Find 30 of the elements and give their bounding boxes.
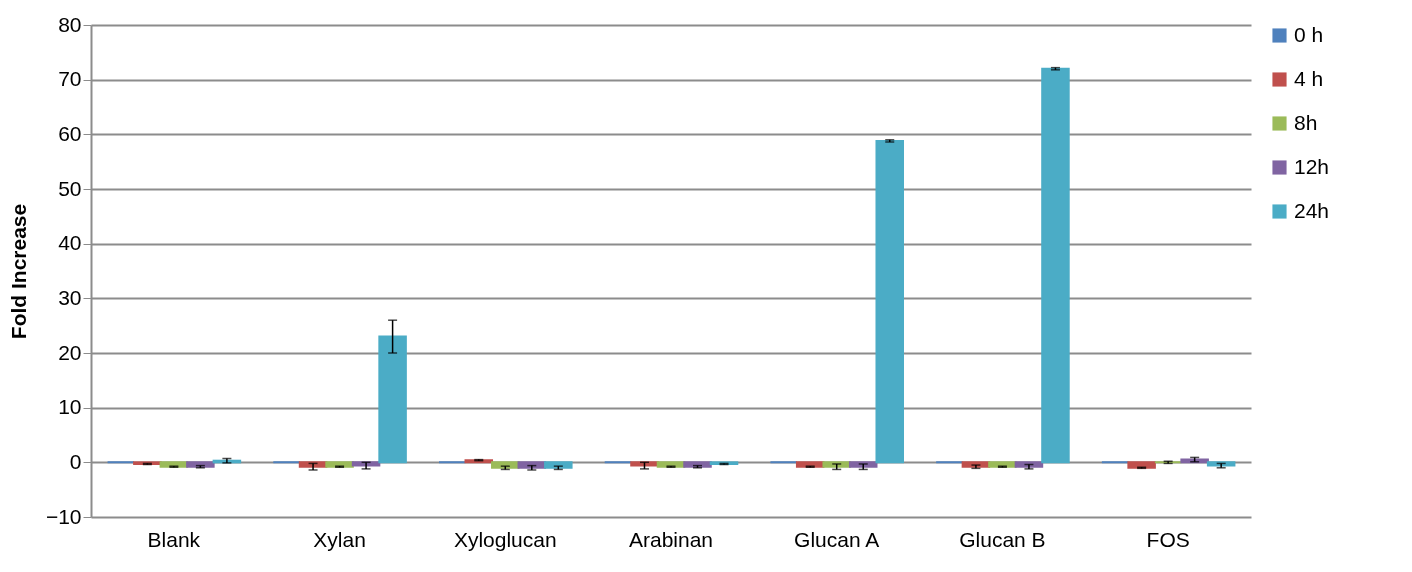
x-tick-label: FOS — [1146, 527, 1190, 551]
x-tick-label: Blank — [147, 527, 201, 551]
bar — [875, 139, 904, 464]
bar — [683, 461, 712, 468]
x-tick-label: Arabinan — [628, 527, 714, 551]
legend-label: 24h — [1294, 198, 1330, 222]
x-tick-label: Xyloglucan — [453, 527, 557, 551]
bar — [186, 461, 215, 468]
x-tick-label: Xylan — [313, 527, 366, 551]
bar — [1127, 461, 1156, 469]
y-tick-label: 80 — [58, 12, 82, 36]
y-tick-label: 70 — [58, 67, 82, 91]
bar — [378, 335, 407, 464]
legend-label: 8h — [1294, 110, 1318, 134]
y-tick-label: 60 — [58, 121, 82, 145]
legend-label: 12h — [1294, 154, 1330, 178]
y-tick-label: 10 — [58, 395, 82, 419]
y-tick-label: 20 — [58, 340, 82, 364]
legend-label: 0 h — [1294, 22, 1324, 46]
bar — [1041, 67, 1070, 464]
y-tick-label: 30 — [58, 285, 82, 309]
y-tick-label: 50 — [58, 176, 82, 200]
y-axis-title: Fold Increase — [6, 203, 30, 340]
bar — [517, 461, 547, 469]
x-tick-label: Glucan A — [794, 527, 880, 551]
legend-label: 4 h — [1294, 66, 1324, 90]
y-tick-label: −10 — [45, 504, 82, 528]
y-tick-label: 40 — [58, 231, 82, 255]
x-tick-label: Glucan B — [959, 527, 1046, 551]
y-tick-label: 0 — [69, 449, 82, 473]
